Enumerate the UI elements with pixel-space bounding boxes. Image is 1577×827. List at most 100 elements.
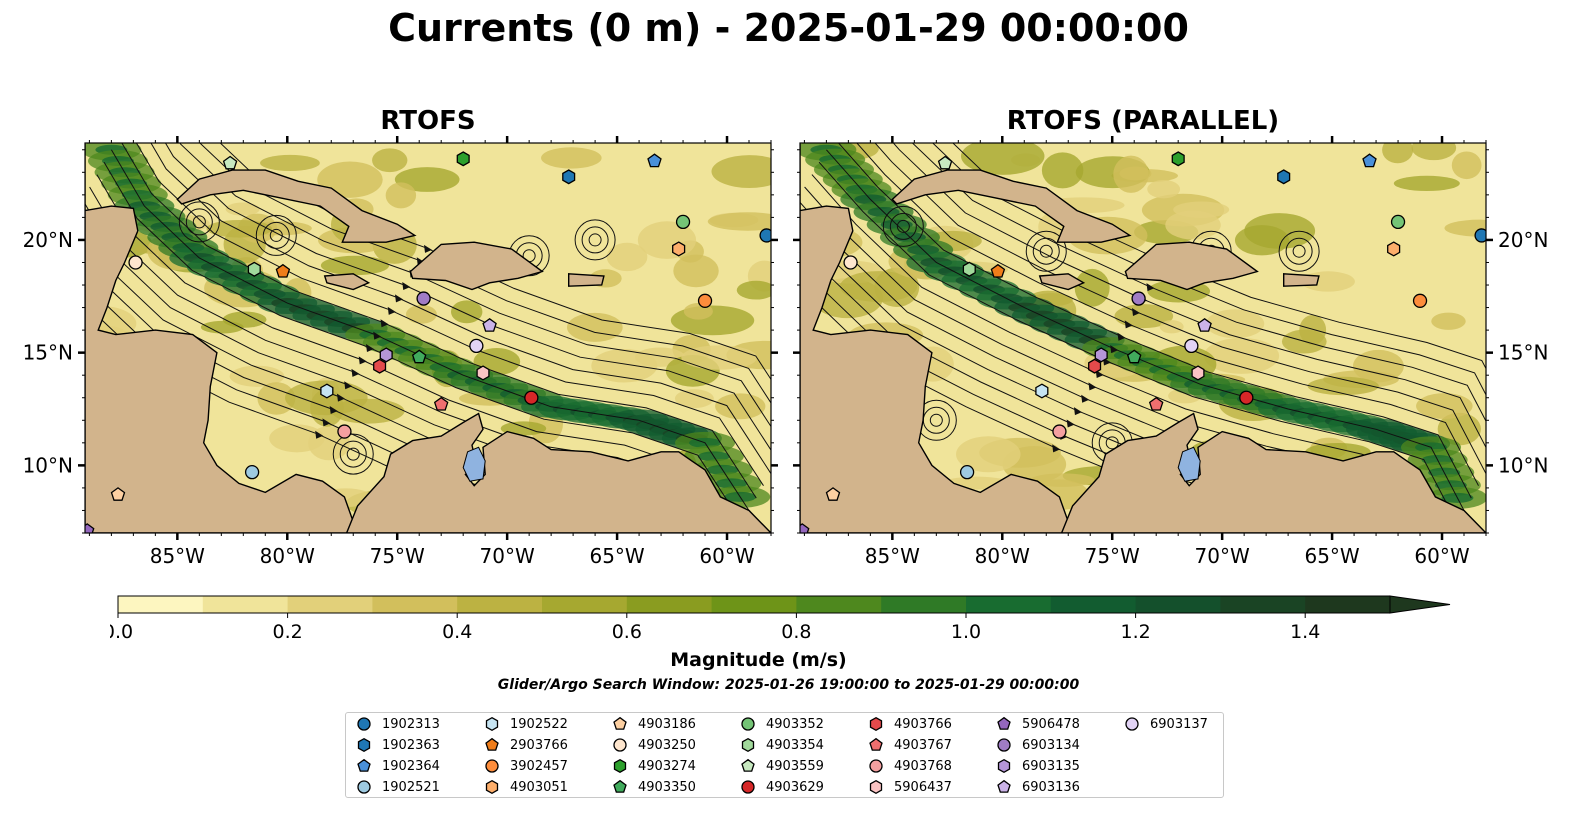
legend-marker-circle-icon <box>741 717 755 731</box>
float-4903186 <box>825 487 841 501</box>
legend-marker-pentagon-icon <box>869 737 883 751</box>
colorbar-tick-label: 1.2 <box>1120 621 1150 643</box>
map-panel-rtofs-parallel: 85°W 80°W 75°W 70°W 65°W 60°W 20°N 15°N 10°N <box>793 136 1548 568</box>
legend-entry: 1902313 <box>356 714 440 734</box>
landmass <box>85 143 354 533</box>
legend-entry: 2903766 <box>484 735 568 755</box>
legend-marker-pentagon-icon <box>613 779 627 793</box>
colorbar-segment <box>118 596 204 613</box>
legend-entry: 1902363 <box>356 735 440 755</box>
float-1902313 <box>1474 228 1486 243</box>
figure-title: Currents (0 m) - 2025-01-29 00:00:00 <box>388 6 1189 50</box>
colorbar-segment <box>542 596 628 613</box>
landmass <box>176 169 417 243</box>
float-markers <box>800 151 1486 533</box>
legend-entry: 4903350 <box>612 777 696 797</box>
lat-tick-label: 10°N <box>23 453 73 477</box>
legend-entry: 4903051 <box>484 777 568 797</box>
float-4903629 <box>524 390 539 405</box>
lat-tick-label: 15°N <box>23 341 73 365</box>
float-3902457 <box>697 293 713 308</box>
legend-entry: 6903136 <box>996 777 1080 797</box>
float-5906437 <box>476 365 490 381</box>
float-6903137 <box>469 338 484 354</box>
legend-entry: 4903250 <box>612 735 696 755</box>
legend-label: 4903274 <box>638 758 696 774</box>
float-4903559 <box>222 155 238 170</box>
legend-marker-circle-icon <box>485 759 499 773</box>
float-6903135 <box>379 347 393 363</box>
panel-title-rtofs-parallel: RTOFS (PARALLEL) <box>1006 106 1280 136</box>
lon-tick-label: 75°W <box>1085 544 1140 568</box>
float-4903766 <box>1088 358 1102 374</box>
legend-entry: 4903354 <box>740 735 824 755</box>
float-4903350 <box>1126 349 1142 364</box>
float-5906478 <box>800 523 810 533</box>
legend-label: 2903766 <box>510 737 568 753</box>
landmass <box>800 143 1069 533</box>
float-markers <box>85 151 771 533</box>
colorbar-segment <box>626 596 713 613</box>
float-1902522 <box>320 383 334 399</box>
legend-label: 4903354 <box>766 737 824 753</box>
colorbar-segment <box>881 596 967 613</box>
legend-marker-pentagon-icon <box>997 716 1011 730</box>
colorbar-tick-label: 1.4 <box>1290 621 1320 643</box>
legend-marker-hexagon-icon <box>357 737 371 753</box>
legend-marker-circle-icon <box>1125 717 1139 731</box>
lat-tick-label: 15°N <box>1498 341 1548 365</box>
legend-marker-circle-icon <box>613 738 627 752</box>
legend-marker-hexagon-icon <box>869 779 883 795</box>
lon-tick-label: 60°W <box>1414 544 1469 568</box>
legend-entry: 1902364 <box>356 756 440 776</box>
legend-label: 6903137 <box>1150 716 1208 732</box>
legend-label: 5906437 <box>894 779 952 795</box>
colorbar-tick-label: 0.4 <box>442 621 472 643</box>
float-2903766 <box>990 263 1006 278</box>
legend-marker-hexagon-icon <box>997 758 1011 774</box>
float-legend: 1902313 1902363 1902364 1902521 1902522 29037… <box>345 712 1224 798</box>
search-window-text: Glider/Argo Search Window: 2025-01-26 19… <box>497 677 1080 693</box>
legend-entry: 4903559 <box>740 756 824 776</box>
float-4903768 <box>1052 424 1067 439</box>
legend-label: 4903768 <box>894 758 952 774</box>
float-5906478 <box>85 523 95 533</box>
float-4903350 <box>411 349 427 364</box>
legend-label: 4903559 <box>766 758 824 774</box>
legend-marker-circle-icon <box>357 780 371 794</box>
colorbar-tick-label: 0.8 <box>781 621 811 643</box>
float-1902521 <box>959 464 975 480</box>
colorbar-tick-label: 0.0 <box>110 621 133 643</box>
float-2903766 <box>275 263 291 278</box>
legend-label: 1902363 <box>382 737 440 753</box>
colorbar-extend-arrow <box>1389 595 1451 614</box>
legend-entry: 6903137 <box>1124 714 1208 734</box>
legend-label: 6903134 <box>1022 737 1080 753</box>
colorbar-segment <box>372 596 458 613</box>
float-6903136 <box>1197 317 1212 332</box>
legend-label: 5906478 <box>1022 716 1080 732</box>
legend-label: 1902364 <box>382 758 440 774</box>
legend-marker-pentagon-icon <box>997 779 1011 793</box>
legend-entry: 4903274 <box>612 756 696 776</box>
lon-tick-label: 80°W <box>260 544 315 568</box>
legend-label: 3902457 <box>510 758 568 774</box>
lon-tick-label: 60°W <box>699 544 754 568</box>
float-4903352 <box>675 214 691 230</box>
legend-label: 4903051 <box>510 779 568 795</box>
landmass <box>1124 241 1259 291</box>
legend-marker-hexagon-icon <box>869 716 883 732</box>
float-4903767 <box>433 396 449 411</box>
legend-marker-circle-icon <box>357 717 371 731</box>
legend-entry: 5906437 <box>868 777 952 797</box>
landmass <box>1038 273 1086 291</box>
legend-label: 4903629 <box>766 779 824 795</box>
float-1902364 <box>1362 153 1377 168</box>
lon-tick-label: 75°W <box>370 544 425 568</box>
colorbar-segment <box>202 596 289 613</box>
colorbar-segment <box>287 596 373 613</box>
landmass <box>568 273 605 287</box>
float-5906437 <box>1191 365 1205 381</box>
float-4903250 <box>128 255 143 270</box>
legend-entry: 4903186 <box>612 714 696 734</box>
